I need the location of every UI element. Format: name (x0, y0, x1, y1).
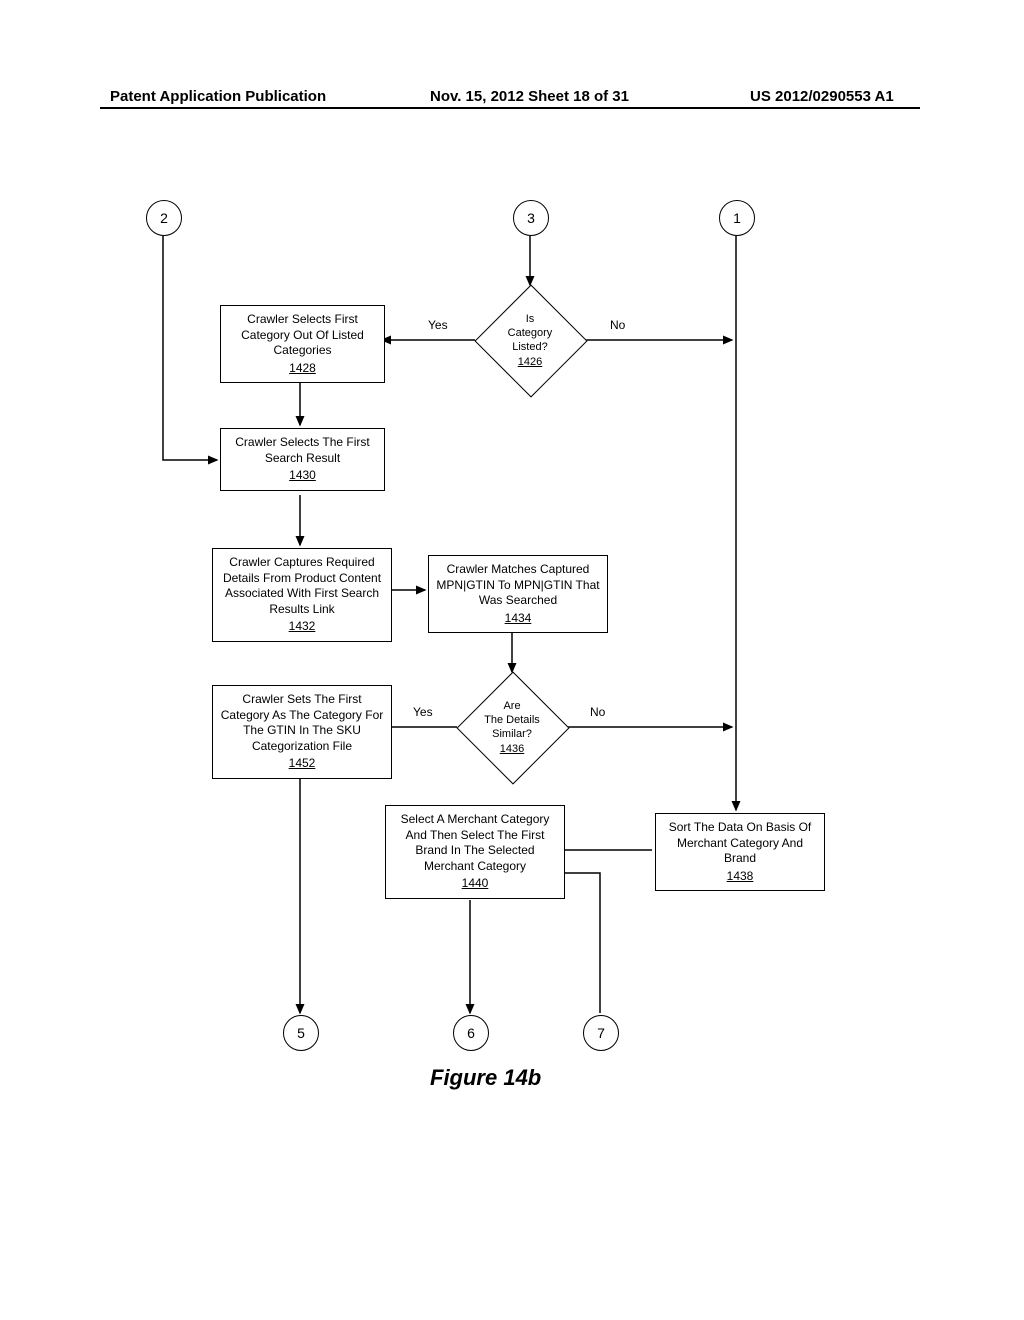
process-1434-text: Crawler Matches Captured MPN|GTIN To MPN… (436, 562, 599, 607)
process-1434: Crawler Matches Captured MPN|GTIN To MPN… (428, 555, 608, 633)
connector-3-label: 3 (527, 210, 535, 226)
process-1440-text: Select A Merchant Category And Then Sele… (401, 812, 550, 873)
label-yes-1: Yes (428, 318, 448, 332)
connector-6: 6 (453, 1015, 489, 1051)
process-1430-text: Crawler Selects The First Search Result (235, 435, 369, 465)
connector-5-label: 5 (297, 1025, 305, 1041)
decision-1426-l3: Listed? (512, 341, 547, 353)
process-1452-text: Crawler Sets The First Category As The C… (221, 692, 384, 753)
decision-1436-l1: Are (503, 700, 520, 712)
process-1452-ref: 1452 (217, 756, 387, 772)
process-1432-ref: 1432 (217, 619, 387, 635)
header-left: Patent Application Publication (110, 88, 326, 105)
process-1428: Crawler Selects First Category Out Of Li… (220, 305, 385, 383)
decision-1436-l3: Similar? (492, 728, 532, 740)
label-no-2: No (590, 705, 605, 719)
decision-1436-ref: 1436 (457, 743, 567, 757)
process-1438-text: Sort The Data On Basis Of Merchant Categ… (669, 820, 812, 865)
decision-1436-l2: The Details (484, 714, 540, 726)
process-1452: Crawler Sets The First Category As The C… (212, 685, 392, 779)
connector-6-label: 6 (467, 1025, 475, 1041)
process-1434-ref: 1434 (433, 611, 603, 627)
process-1428-ref: 1428 (225, 361, 380, 377)
connector-7-label: 7 (597, 1025, 605, 1041)
process-1430-ref: 1430 (225, 468, 380, 484)
connector-2-label: 2 (160, 210, 168, 226)
header-right: US 2012/0290553 A1 (750, 88, 894, 105)
connector-1: 1 (719, 200, 755, 236)
decision-1426-l1: Is (526, 313, 535, 325)
process-1428-text: Crawler Selects First Category Out Of Li… (241, 312, 364, 357)
process-1440-ref: 1440 (390, 876, 560, 892)
process-1438-ref: 1438 (660, 869, 820, 885)
decision-1436: Are The Details Similar? 1436 (457, 672, 567, 782)
header-center: Nov. 15, 2012 Sheet 18 of 31 (430, 88, 629, 105)
connector-7: 7 (583, 1015, 619, 1051)
decision-1426: Is Category Listed? 1426 (475, 285, 585, 395)
header-rule (100, 107, 920, 109)
process-1438: Sort The Data On Basis Of Merchant Categ… (655, 813, 825, 891)
process-1432: Crawler Captures Required Details From P… (212, 548, 392, 642)
connector-1-label: 1 (733, 210, 741, 226)
connector-5: 5 (283, 1015, 319, 1051)
decision-1426-l2: Category (508, 327, 553, 339)
figure-caption: Figure 14b (430, 1065, 541, 1091)
process-1440: Select A Merchant Category And Then Sele… (385, 805, 565, 899)
label-no-1: No (610, 318, 625, 332)
process-1432-text: Crawler Captures Required Details From P… (223, 555, 381, 616)
connector-2: 2 (146, 200, 182, 236)
decision-1426-ref: 1426 (475, 356, 585, 370)
process-1430: Crawler Selects The First Search Result … (220, 428, 385, 491)
connector-3: 3 (513, 200, 549, 236)
label-yes-2: Yes (413, 705, 433, 719)
flowchart: 2 3 1 Is Category Listed? 1426 Yes No Cr… (120, 200, 920, 1100)
